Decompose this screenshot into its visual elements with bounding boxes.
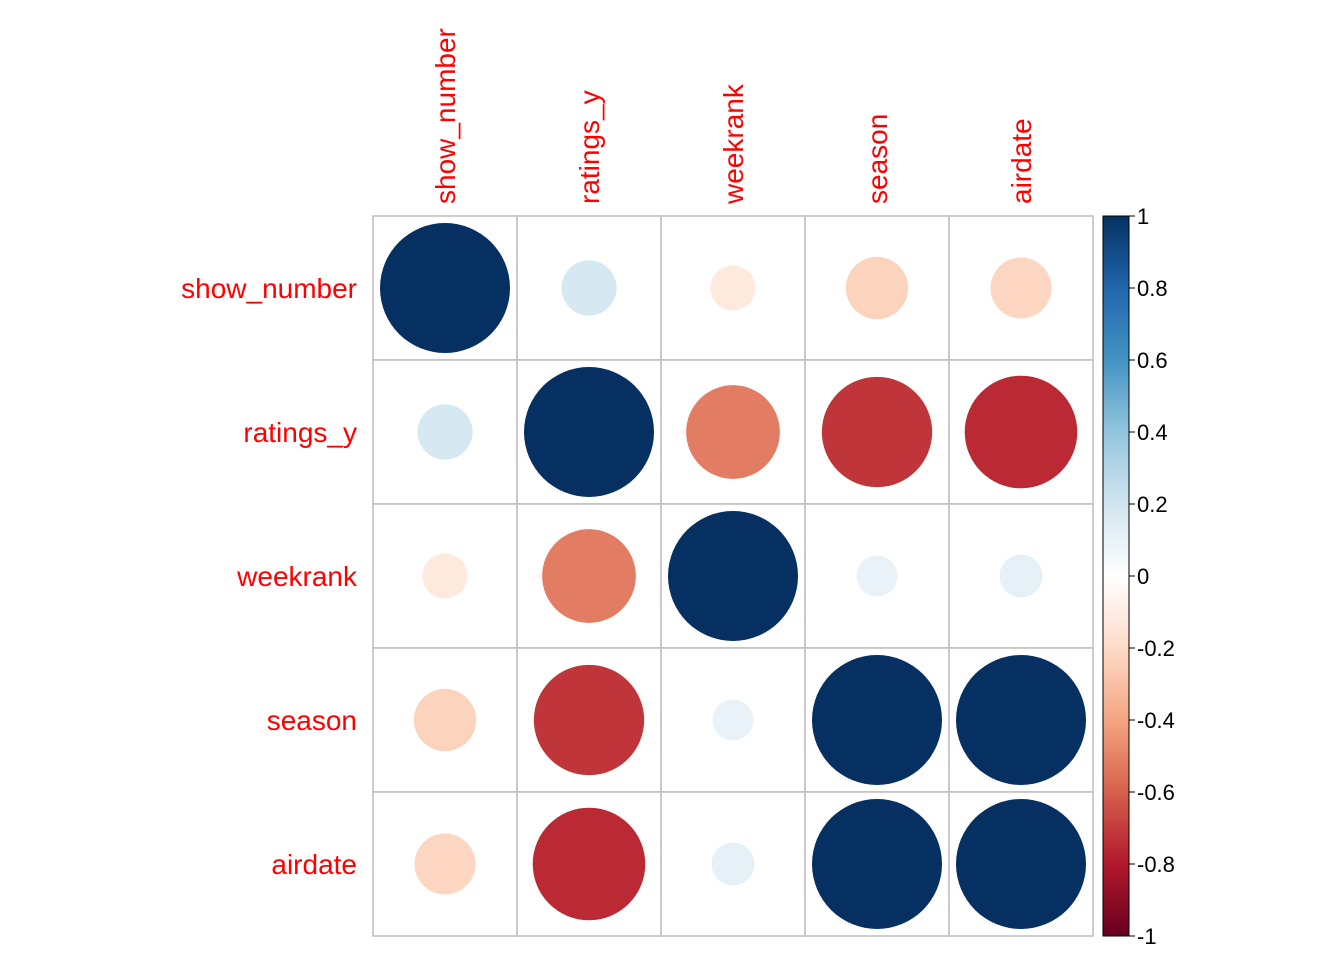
row-label-season: season	[267, 705, 357, 736]
row-label-ratings_y: ratings_y	[243, 417, 357, 448]
colorbar-tick-label: 0.6	[1137, 348, 1168, 373]
correlation-circle-season-show_number	[413, 688, 477, 752]
correlation-circle-season-airdate	[956, 655, 1086, 785]
correlation-circle-ratings_y-ratings_y	[524, 367, 654, 497]
correlation-circle-weekrank-show_number	[422, 553, 468, 599]
correlation-circle-show_number-airdate	[990, 257, 1052, 319]
column-labels: show_number ratings_y weekrank season airdat…	[430, 28, 1037, 205]
row-label-airdate: airdate	[271, 849, 357, 880]
correlation-circle-season-ratings_y	[533, 664, 645, 776]
grid-cell	[804, 503, 950, 649]
correlation-circle-season-season	[812, 655, 942, 785]
colorbar-gradient	[1102, 215, 1130, 937]
correlation-circle-ratings_y-season	[821, 376, 933, 488]
column-label-show_number: show_number	[430, 28, 461, 204]
colorbar-tick-label: 0	[1137, 564, 1149, 589]
row-label-weekrank: weekrank	[236, 561, 358, 592]
correlation-circle-airdate-weekrank	[711, 842, 755, 886]
correlation-circle-show_number-season	[845, 256, 909, 320]
correlation-circle-season-weekrank	[712, 699, 754, 741]
correlation-circle-show_number-ratings_y	[561, 260, 617, 316]
correlation-circle-weekrank-airdate	[999, 554, 1043, 598]
colorbar-tick-label: 0.8	[1137, 276, 1168, 301]
colorbar-tick-label: -1	[1137, 924, 1157, 949]
colorbar-tick-label: 0.2	[1137, 492, 1168, 517]
colorbar-tick-label: 1	[1137, 204, 1149, 229]
colorbar: 1 0.8 0.6 0.4 0.2 0 -0.2 -0.4 -0.6 -0.8 -1	[1102, 204, 1175, 949]
row-label-show_number: show_number	[181, 273, 357, 304]
correlation-circle-airdate-ratings_y	[532, 807, 646, 921]
colorbar-tick-label: -0.8	[1137, 852, 1175, 877]
correlation-circle-airdate-airdate	[956, 799, 1086, 929]
correlation-circles	[380, 223, 1086, 929]
column-label-airdate: airdate	[1006, 118, 1037, 204]
correlation-circle-ratings_y-show_number	[417, 404, 473, 460]
correlation-circle-airdate-show_number	[414, 833, 476, 895]
correlation-circle-ratings_y-weekrank	[686, 385, 780, 479]
colorbar-tick-label: 0.4	[1137, 420, 1168, 445]
colorbar-tick-label: -0.4	[1137, 708, 1175, 733]
column-label-ratings_y: ratings_y	[574, 90, 605, 204]
correlation-circle-ratings_y-airdate	[964, 375, 1078, 489]
row-labels: show_number ratings_y weekrank season airdat…	[181, 273, 358, 880]
correlation-circle-weekrank-season	[856, 555, 898, 597]
correlation-circle-show_number-show_number	[380, 223, 510, 353]
column-label-season: season	[862, 114, 893, 204]
colorbar-tick-label: -0.6	[1137, 780, 1175, 805]
column-label-weekrank: weekrank	[718, 83, 749, 205]
correlation-circle-show_number-weekrank	[710, 265, 756, 311]
correlation-circle-weekrank-ratings_y	[542, 529, 636, 623]
correlation-circle-weekrank-weekrank	[668, 511, 798, 641]
grid-cell	[660, 359, 806, 505]
colorbar-tick-label: -0.2	[1137, 636, 1175, 661]
correlation-circle-airdate-season	[812, 799, 942, 929]
